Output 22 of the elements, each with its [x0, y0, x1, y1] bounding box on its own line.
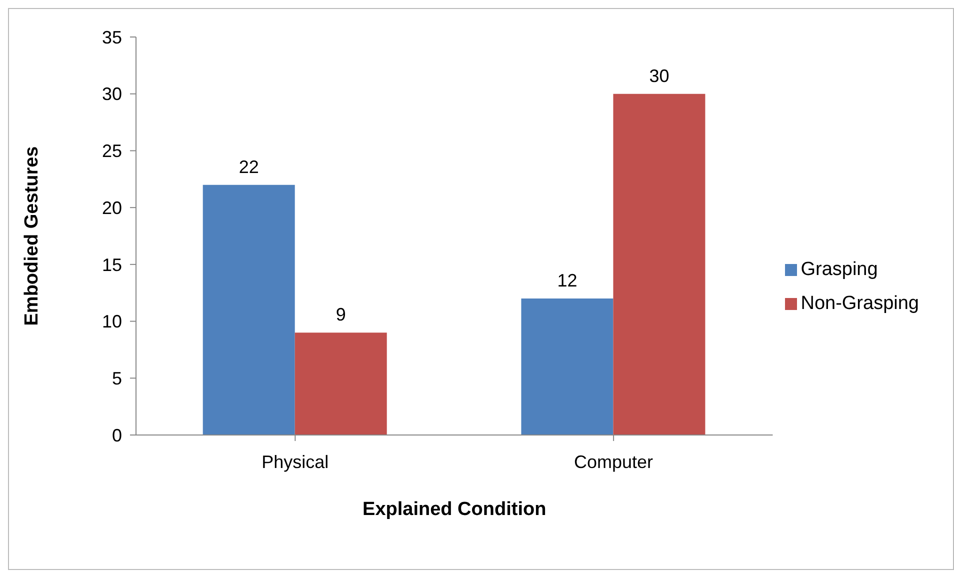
- legend-label: Non-Grasping: [800, 293, 919, 314]
- data-label: 9: [336, 304, 346, 325]
- y-tick-label: 30: [102, 84, 122, 104]
- y-tick-label: 25: [102, 141, 122, 162]
- bar: [294, 332, 387, 435]
- y-tick-label: 0: [112, 425, 122, 446]
- data-label: 12: [557, 270, 578, 291]
- legend-label: Grasping: [800, 259, 878, 280]
- data-label: 30: [649, 66, 670, 86]
- y-tick-label: 35: [102, 27, 122, 48]
- bar: [613, 94, 706, 435]
- y-axis-title: Embodied Gestures: [22, 146, 43, 326]
- bar: [521, 298, 614, 435]
- y-tick-label: 15: [102, 254, 122, 275]
- y-tick-label: 10: [102, 312, 122, 332]
- x-tick-label: Physical: [262, 452, 329, 472]
- data-label: 22: [238, 156, 259, 177]
- bar: [202, 184, 295, 435]
- x-axis-title: Explained Condition: [362, 499, 546, 520]
- y-tick-label: 5: [112, 368, 122, 389]
- x-tick-label: Computer: [574, 452, 654, 472]
- y-tick-label: 20: [102, 198, 122, 218]
